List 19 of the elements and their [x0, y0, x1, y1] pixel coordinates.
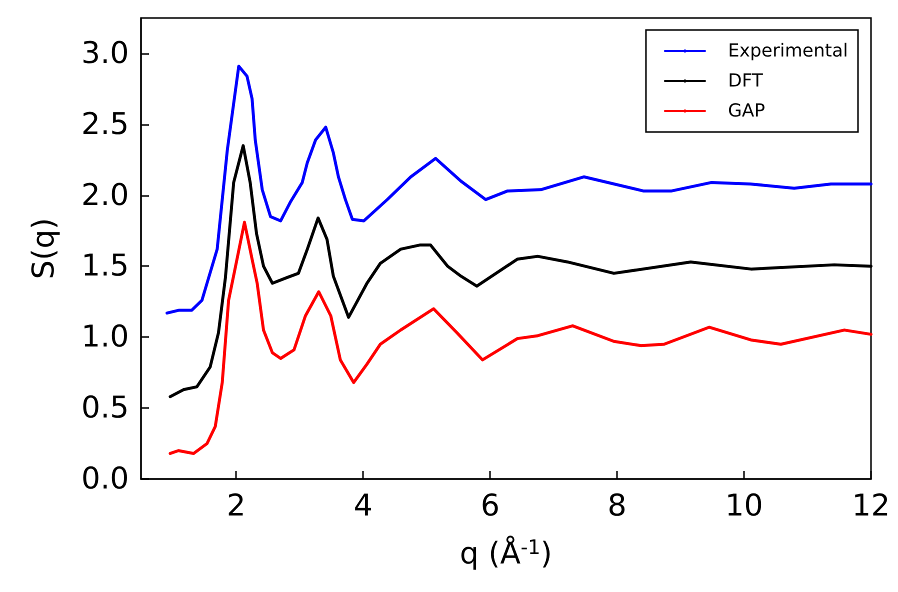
legend-label: GAP — [728, 100, 766, 122]
y-tick-label: 0.5 — [81, 390, 129, 426]
y-tick-label: 2.5 — [81, 106, 129, 142]
x-tick-label: 6 — [480, 488, 500, 524]
x-tick-label: 8 — [608, 488, 627, 524]
x-tick-label: 10 — [724, 488, 764, 524]
y-tick-label: 2.0 — [81, 178, 129, 213]
x-tick-label: 12 — [852, 488, 890, 524]
y-tick-label: 0.0 — [81, 462, 129, 496]
legend-label: DFT — [728, 70, 764, 92]
y-tick-label: 1.5 — [81, 248, 129, 284]
y-tick-label: 1.0 — [81, 320, 129, 355]
line-series — [168, 220, 872, 455]
legend-label: Experimental — [728, 40, 848, 62]
y-axis-title: S(q) — [26, 218, 62, 280]
x-tick-label: 2 — [226, 488, 246, 524]
line-series — [166, 64, 872, 315]
y-tick-label: 3.0 — [81, 36, 129, 71]
x-tick-label: 4 — [354, 488, 373, 524]
